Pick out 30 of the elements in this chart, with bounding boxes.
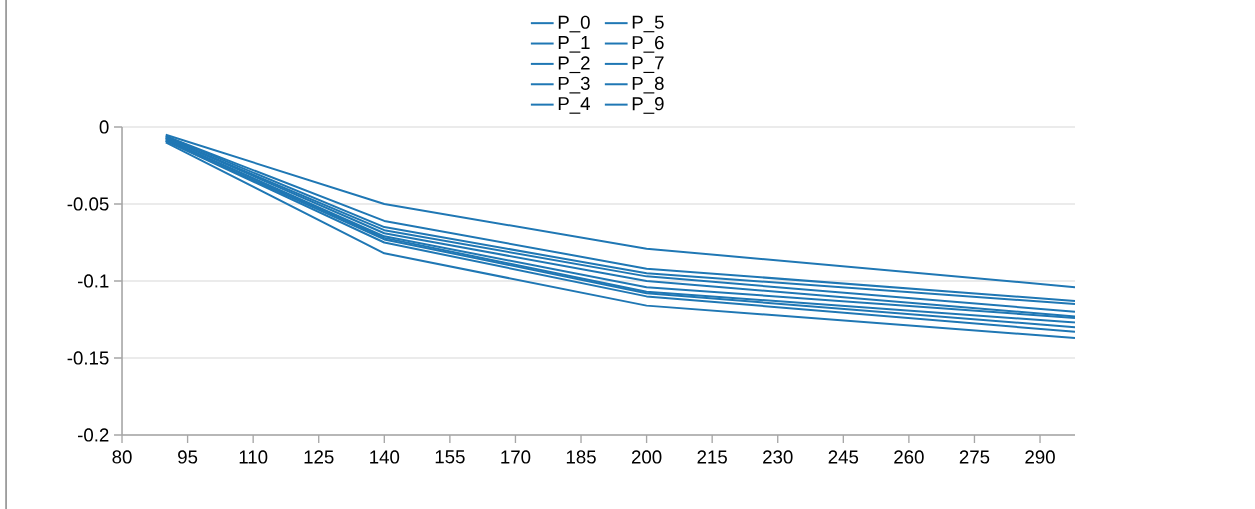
y-tick-label: -0.05: [67, 197, 109, 211]
x-tick-label: 260: [894, 450, 924, 464]
x-tick-label: 215: [697, 450, 727, 464]
x-tick-label: 230: [763, 450, 793, 464]
legend-label: P_5: [632, 15, 664, 33]
x-tick-label: 245: [828, 450, 859, 464]
x-tick-label: 275: [959, 450, 990, 464]
x-tick-label: 110: [239, 450, 268, 464]
legend-label: P_4: [558, 97, 590, 114]
y-tick-label: -0.1: [77, 274, 109, 288]
legend-label: P_1: [558, 36, 590, 53]
legend-label: P_0: [558, 15, 590, 33]
x-tick-label: 170: [501, 450, 531, 464]
legend-label: P_8: [632, 76, 664, 94]
x-tick-label: 125: [304, 450, 334, 464]
x-tick-label: 80: [112, 450, 132, 464]
x-tick-label: 95: [178, 450, 198, 464]
x-tick-label: 155: [435, 450, 465, 464]
x-tick-label: 200: [631, 450, 662, 464]
x-tick-label: 185: [566, 450, 596, 464]
legend-label: P_9: [632, 97, 664, 114]
legend-label: P_6: [632, 36, 664, 53]
legend-label: P_7: [632, 56, 664, 74]
x-tick-label: 140: [370, 450, 400, 464]
y-tick-label: 0: [99, 120, 109, 134]
y-tick-label: -0.2: [77, 428, 109, 442]
x-tick-label: 290: [1025, 450, 1055, 464]
legend-label: P_2: [558, 56, 590, 74]
legend-label: P_3: [558, 76, 590, 94]
y-tick-label: -0.15: [67, 351, 109, 365]
